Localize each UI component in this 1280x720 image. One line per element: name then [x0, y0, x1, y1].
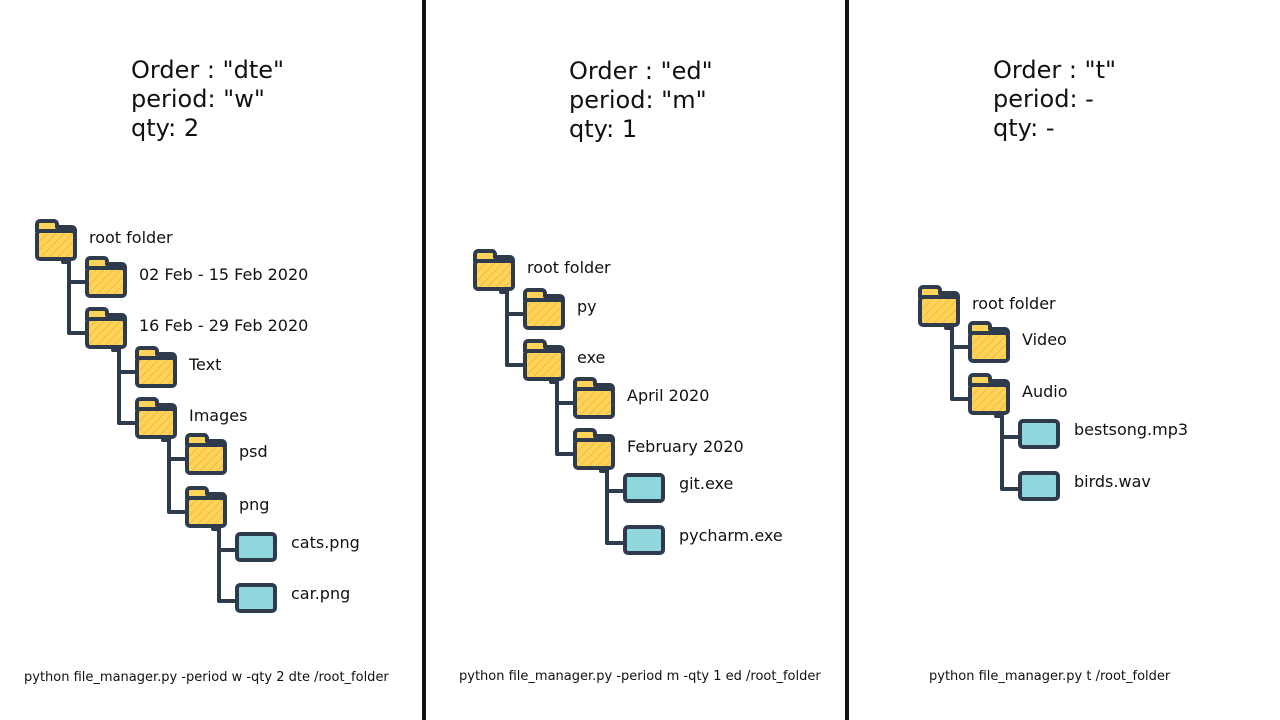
tree-connector	[217, 527, 236, 603]
folder-label: root folder	[89, 228, 173, 247]
tree-connector	[217, 527, 236, 552]
folder-label: png	[239, 495, 269, 514]
param-order: Order : "dte"	[131, 56, 285, 84]
file-label: git.exe	[679, 474, 733, 493]
folder-icon	[573, 377, 615, 419]
folder-icon	[135, 346, 177, 388]
tree-connector	[167, 438, 186, 514]
folder-icon	[85, 256, 127, 298]
file-icon	[623, 525, 665, 555]
folder-icon	[35, 219, 77, 261]
folder-icon	[573, 428, 615, 470]
tree-connector	[67, 260, 86, 284]
file-icon	[1018, 419, 1060, 449]
param-order: Order : "t"	[993, 56, 1117, 84]
folder-icon	[918, 285, 960, 327]
params-block: Order : "t" period: - qty: -	[993, 56, 1116, 143]
folder-icon	[85, 307, 127, 349]
file-label: birds.wav	[1074, 472, 1151, 491]
folder-label: psd	[239, 442, 268, 461]
folder-icon	[523, 288, 565, 330]
file-label: pycharm.exe	[679, 526, 783, 545]
folder-tree: root folder Video Audio bestsong.mp3 birds.w…	[918, 285, 1188, 501]
folder-label: Audio	[1022, 382, 1067, 401]
param-period: period: "w"	[131, 85, 265, 113]
tree-connector	[555, 380, 574, 405]
tree-connector	[950, 326, 969, 401]
tree-connector	[117, 348, 136, 374]
param-qty: qty: -	[993, 114, 1055, 142]
panel-weekly: Order : "dte" period: "w" qty: 2 root fo…	[0, 0, 422, 720]
tree-connector	[950, 326, 969, 349]
folder-label: root folder	[527, 258, 611, 277]
panel-divider-right	[845, 0, 849, 720]
folder-label: Video	[1022, 330, 1067, 349]
tree-connector	[555, 380, 574, 456]
tree-connector	[505, 290, 524, 316]
folder-label: Text	[188, 355, 221, 374]
folder-icon	[185, 433, 227, 475]
tree-connector	[117, 348, 136, 425]
tree-connector	[1000, 414, 1019, 491]
folder-label: exe	[577, 348, 605, 367]
folder-label: py	[577, 297, 597, 316]
file-label: bestsong.mp3	[1074, 420, 1188, 439]
file-label: cats.png	[291, 533, 360, 552]
folder-tree: root folder py exe April 2020 February 2020 g…	[473, 249, 783, 555]
tree-connector	[505, 290, 524, 367]
file-icon	[623, 473, 665, 503]
command-line: python file_manager.py -period m -qty 1 …	[459, 669, 821, 684]
folder-tree: root folder 02 Feb - 15 Feb 2020 16 Feb - …	[35, 219, 360, 613]
folder-label: 16 Feb - 29 Feb 2020	[139, 316, 308, 335]
folder-icon	[185, 486, 227, 528]
folder-icon	[473, 249, 515, 291]
panel-monthly: Order : "ed" period: "m" qty: 1 root fol…	[426, 0, 845, 720]
tree-connector	[67, 260, 86, 335]
tree-connector	[605, 469, 624, 493]
tree-connector	[167, 438, 186, 461]
folder-label: April 2020	[627, 386, 709, 405]
folder-icon	[523, 339, 565, 381]
param-period: period: "m"	[569, 86, 707, 114]
folder-label: February 2020	[627, 437, 744, 456]
file-label: car.png	[291, 584, 350, 603]
command-line: python file_manager.py t /root_folder	[929, 669, 1171, 684]
param-period: period: -	[993, 85, 1094, 113]
folder-icon	[968, 373, 1010, 415]
panel-divider-left	[422, 0, 426, 720]
panel-type: Order : "t" period: - qty: - root folder…	[849, 0, 1280, 720]
params-block: Order : "ed" period: "m" qty: 1	[569, 57, 713, 144]
file-icon	[1018, 471, 1060, 501]
folder-label: root folder	[972, 294, 1056, 313]
file-icon	[235, 532, 277, 562]
param-order: Order : "ed"	[569, 57, 713, 85]
folder-label: 02 Feb - 15 Feb 2020	[139, 265, 308, 284]
folder-icon	[968, 321, 1010, 363]
tree-connector	[605, 469, 624, 545]
tree-connector	[1000, 414, 1019, 439]
folder-icon	[135, 397, 177, 439]
folder-label: Images	[189, 406, 247, 425]
command-line: python file_manager.py -period w -qty 2 …	[24, 670, 389, 685]
param-qty: qty: 1	[569, 115, 638, 143]
param-qty: qty: 2	[131, 114, 200, 142]
params-block: Order : "dte" period: "w" qty: 2	[131, 56, 284, 143]
file-icon	[235, 583, 277, 613]
